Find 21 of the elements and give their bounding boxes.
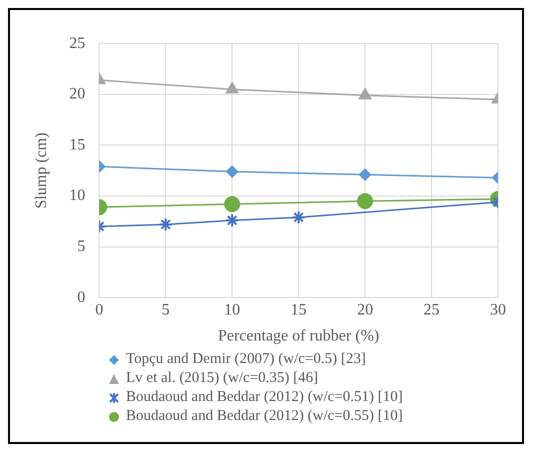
x-axis-title: Percentage of rubber (%) [218, 328, 380, 345]
y-tick-label: 20 [69, 86, 86, 103]
x-tick-label: 10 [224, 301, 240, 318]
x-tick-label: 30 [490, 301, 506, 318]
legend-label: Boudaoud and Beddar (2012) (w/c=0.55) [10] [126, 407, 403, 426]
x-tick-label: 25 [424, 301, 440, 318]
x-tick-label: 5 [162, 301, 170, 318]
y-tick-label: 5 [77, 238, 86, 256]
y-tick-label: 10 [69, 187, 86, 204]
y-tick-label: 15 [69, 136, 86, 154]
y-tick-label: 25 [69, 34, 86, 52]
point [225, 213, 240, 228]
legend-label: Topçu and Demir (2007) (w/c=0.5) [23] [126, 350, 366, 369]
y-axis-title: Slump (cm) [32, 132, 50, 209]
legend-label: Lv et al. (2015) (w/c=0.35) [46] [126, 369, 318, 388]
y-tick-label: 0 [77, 288, 86, 306]
x-tick-label: 20 [357, 301, 374, 318]
x-tick-label: 0 [95, 301, 104, 318]
x-tick-label: 15 [290, 301, 307, 318]
legend-label: Boudaoud and Beddar (2012) (w/c=0.51) [10] [126, 388, 403, 407]
point [292, 210, 306, 224]
